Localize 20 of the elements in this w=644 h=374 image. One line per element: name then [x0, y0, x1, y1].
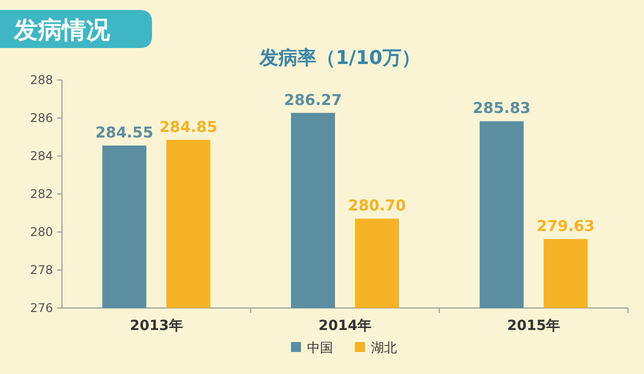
data-label: 284.55: [95, 124, 154, 142]
data-label: 280.70: [348, 196, 406, 215]
x-tick-label: 2014年: [318, 318, 372, 334]
y-tick-label: 276: [30, 301, 53, 315]
data-label: 286.27: [284, 90, 342, 109]
x-tick-label: 2013年: [130, 318, 183, 334]
y-tick-label: 284: [30, 149, 53, 163]
x-tick-label: 2015年: [507, 318, 560, 334]
legend-label: 中国: [307, 341, 333, 356]
chart-subtitle: 发病率（1/10万）: [258, 47, 420, 69]
data-label: 279.63: [536, 217, 595, 236]
y-tick-label: 286: [30, 111, 53, 125]
data-label: 285.83: [472, 99, 531, 118]
legend-label: 湖北: [371, 341, 397, 356]
data-label: 284.85: [159, 118, 218, 136]
y-tick-label: 282: [30, 187, 53, 201]
chart-title: 发病情况: [13, 16, 111, 44]
y-tick-label: 288: [30, 73, 53, 87]
y-tick-label: 280: [30, 225, 53, 239]
y-tick-label: 278: [30, 263, 53, 277]
